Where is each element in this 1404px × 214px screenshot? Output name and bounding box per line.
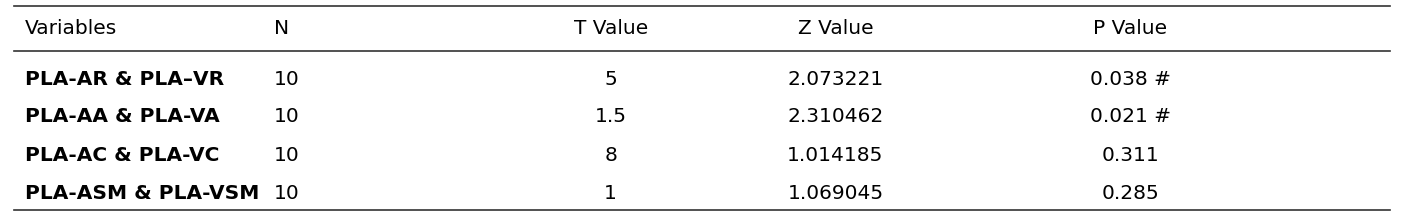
Text: 0.038 #: 0.038 # <box>1090 70 1171 89</box>
Text: 1: 1 <box>604 184 618 203</box>
Text: 1.5: 1.5 <box>595 107 626 126</box>
Text: 2.310462: 2.310462 <box>788 107 883 126</box>
Text: 0.021 #: 0.021 # <box>1090 107 1171 126</box>
Text: PLA-AR & PLA–VR: PLA-AR & PLA–VR <box>25 70 225 89</box>
Text: 10: 10 <box>274 107 299 126</box>
Text: 10: 10 <box>274 146 299 165</box>
Text: 10: 10 <box>274 184 299 203</box>
Text: PLA-AC & PLA-VC: PLA-AC & PLA-VC <box>25 146 219 165</box>
Text: 5: 5 <box>604 70 618 89</box>
Text: Variables: Variables <box>25 19 118 38</box>
Text: 0.285: 0.285 <box>1101 184 1160 203</box>
Text: T Value: T Value <box>574 19 647 38</box>
Text: 8: 8 <box>604 146 618 165</box>
Text: PLA-AA & PLA-VA: PLA-AA & PLA-VA <box>25 107 220 126</box>
Text: PLA-ASM & PLA-VSM: PLA-ASM & PLA-VSM <box>25 184 260 203</box>
Text: 0.311: 0.311 <box>1101 146 1160 165</box>
Text: 1.014185: 1.014185 <box>788 146 883 165</box>
Text: 10: 10 <box>274 70 299 89</box>
Text: N: N <box>274 19 289 38</box>
Text: 1.069045: 1.069045 <box>788 184 883 203</box>
Text: P Value: P Value <box>1094 19 1167 38</box>
Text: Z Value: Z Value <box>797 19 873 38</box>
Text: 2.073221: 2.073221 <box>788 70 883 89</box>
